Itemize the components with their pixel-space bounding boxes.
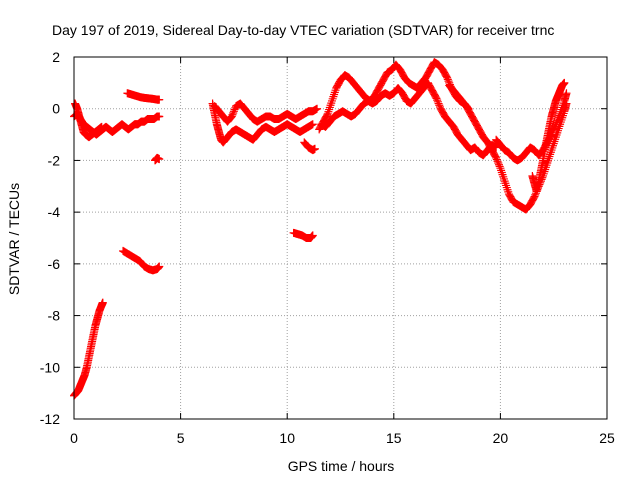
data-point	[503, 185, 512, 194]
x-tick-label: 25	[599, 430, 615, 446]
x-tick-label: 15	[386, 430, 402, 446]
series-trnc-f	[70, 298, 107, 400]
data-point	[155, 95, 164, 104]
data-point	[433, 96, 442, 105]
data-point	[531, 190, 540, 199]
data-point	[310, 144, 319, 153]
data-point	[155, 112, 164, 121]
data-point	[432, 94, 441, 103]
y-tick-label: -2	[48, 152, 61, 168]
data-point	[322, 111, 331, 120]
data-point	[155, 262, 164, 271]
data-point	[494, 160, 503, 169]
data-point	[98, 298, 107, 307]
data-point	[492, 155, 501, 164]
y-tick-label: 0	[52, 101, 60, 117]
data-point	[555, 111, 564, 120]
data-point	[155, 155, 164, 164]
data-point	[328, 94, 337, 103]
series-trnc-b	[71, 99, 106, 142]
series-trnc-h	[210, 99, 322, 126]
data-point	[308, 120, 317, 129]
data-point	[551, 121, 560, 130]
data-point	[552, 118, 561, 127]
data-point	[551, 120, 560, 129]
y-axis-label: SDTVAR / TECUs	[6, 183, 22, 295]
data-point	[502, 181, 511, 190]
x-tick-label: 10	[279, 430, 295, 446]
data-point	[327, 96, 336, 105]
data-point	[550, 123, 559, 132]
data-point	[435, 101, 444, 110]
data-point	[227, 112, 236, 121]
data-point	[502, 183, 511, 192]
series-trnc-o	[528, 78, 569, 196]
data-point	[326, 101, 335, 110]
y-tick-label: -10	[40, 359, 60, 375]
data-point	[327, 99, 336, 108]
data-point	[494, 159, 503, 168]
series-trnc-c	[123, 89, 164, 104]
series-trnc-i	[300, 138, 319, 155]
data-point	[229, 109, 238, 118]
data-point	[97, 122, 106, 131]
data-point	[500, 177, 509, 186]
data-point	[493, 157, 502, 166]
data-point	[443, 75, 452, 84]
series-trnc-j	[289, 228, 317, 242]
y-tick-label: -12	[40, 411, 60, 427]
data-point	[497, 166, 506, 175]
data-point	[499, 174, 508, 183]
data-point	[308, 231, 317, 240]
data-point	[530, 192, 539, 201]
data-point	[313, 104, 322, 113]
x-tick-label: 20	[493, 430, 509, 446]
tick-labels: 0 5 10 15 20 25 -12 -10 -8 -6 -4 -2 0 2	[40, 49, 615, 446]
data-point	[433, 97, 442, 106]
data-point	[444, 77, 453, 86]
data-point	[229, 107, 238, 116]
series-trnc-l	[317, 78, 501, 160]
data-points	[70, 58, 571, 400]
data-point	[496, 164, 505, 173]
chart-title: Day 197 of 2019, Sidereal Day-to-day VTE…	[52, 22, 554, 38]
x-tick-label: 5	[177, 430, 185, 446]
y-tick-label: 2	[52, 49, 60, 65]
data-point	[434, 99, 443, 108]
data-point	[330, 90, 339, 99]
data-point	[228, 110, 237, 119]
data-point	[443, 73, 452, 82]
plot-frame	[73, 56, 608, 420]
data-point	[560, 78, 569, 87]
series-trnc-e	[119, 246, 164, 275]
data-point	[495, 162, 504, 171]
x-tick-label: 0	[70, 430, 78, 446]
data-point	[553, 115, 562, 124]
data-point	[498, 170, 507, 179]
x-axis-label: GPS time / hours	[288, 458, 395, 474]
data-point	[549, 125, 558, 134]
y-tick-label: -8	[48, 308, 61, 324]
data-point	[330, 88, 339, 97]
y-tick-label: -4	[48, 204, 61, 220]
y-tick-label: -6	[48, 256, 61, 272]
data-point	[554, 113, 563, 122]
data-point	[329, 92, 338, 101]
data-point	[325, 105, 334, 114]
data-point	[562, 89, 571, 98]
series-trnc-d	[151, 153, 164, 165]
series-trnc-g	[208, 99, 317, 147]
data-point	[492, 153, 501, 162]
data-point	[553, 116, 562, 125]
data-point	[497, 168, 506, 177]
data-point	[501, 179, 510, 188]
data-point	[325, 103, 334, 112]
data-point	[548, 141, 557, 150]
series-trnc-m	[445, 81, 571, 214]
